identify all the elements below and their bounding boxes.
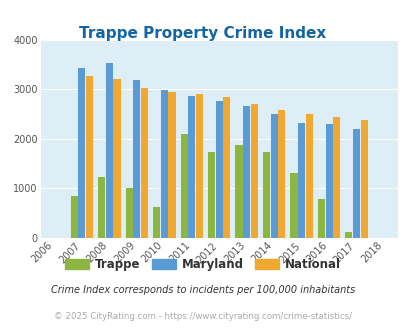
Bar [106,63,113,238]
Bar [141,88,148,238]
Bar [333,117,339,238]
Bar [78,68,85,238]
Bar [125,188,132,238]
Bar [168,92,175,238]
Bar [153,207,160,238]
Bar [262,152,269,238]
Bar [278,110,285,238]
Bar [352,129,359,238]
Text: Crime Index corresponds to incidents per 100,000 inhabitants: Crime Index corresponds to incidents per… [51,285,354,295]
Bar [160,89,167,238]
Bar [243,106,249,238]
Bar [180,134,187,238]
Bar [86,76,93,238]
Bar [270,114,277,238]
Bar [223,97,230,238]
Bar [325,124,332,238]
Bar [297,123,305,238]
Bar [235,145,242,238]
Text: © 2025 CityRating.com - https://www.cityrating.com/crime-statistics/: © 2025 CityRating.com - https://www.city… [54,312,351,321]
Bar [345,232,352,238]
Bar [317,199,324,238]
Bar [207,152,215,238]
Bar [98,177,105,238]
Bar [113,79,120,238]
Bar [215,102,222,238]
Bar [133,80,140,238]
Bar [188,96,195,238]
Legend: Trappe, Maryland, National: Trappe, Maryland, National [60,253,345,276]
Bar [250,104,257,238]
Bar [360,120,367,238]
Bar [70,195,77,238]
Bar [196,94,202,238]
Bar [305,115,312,238]
Bar [290,173,297,238]
Text: Trappe Property Crime Index: Trappe Property Crime Index [79,26,326,41]
